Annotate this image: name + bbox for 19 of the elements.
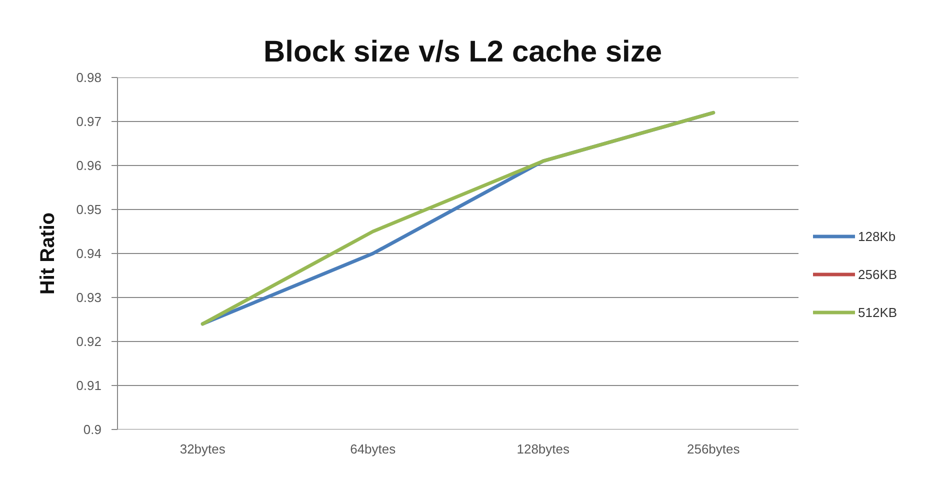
y-axis-title: Hit Ratio bbox=[37, 212, 60, 295]
y-tick-label: 0.95 bbox=[76, 202, 102, 217]
x-tick-label: 128bytes bbox=[516, 442, 570, 456]
legend-label: 512KB bbox=[858, 304, 898, 320]
y-tick-label: 0.93 bbox=[76, 290, 102, 305]
x-tick-label: 256bytes bbox=[686, 442, 740, 456]
y-tick-label: 0.96 bbox=[76, 158, 102, 173]
y-tick-label: 0.98 bbox=[76, 70, 102, 85]
y-tick-label: 0.91 bbox=[76, 378, 102, 393]
y-tick-label: 0.9 bbox=[83, 422, 102, 437]
chart-title: Block size v/s L2 cache size bbox=[264, 36, 662, 68]
y-tick-label: 0.92 bbox=[76, 334, 102, 349]
line-series bbox=[200, 110, 716, 326]
y-tick-label: 0.94 bbox=[76, 246, 102, 261]
y-tick-label: 0.97 bbox=[76, 114, 102, 129]
legend-label: 128Kb bbox=[858, 228, 896, 244]
x-tick-label: 32bytes bbox=[180, 442, 226, 456]
x-tick-label: 64bytes bbox=[350, 442, 396, 456]
legend-label: 256KB bbox=[858, 266, 898, 282]
